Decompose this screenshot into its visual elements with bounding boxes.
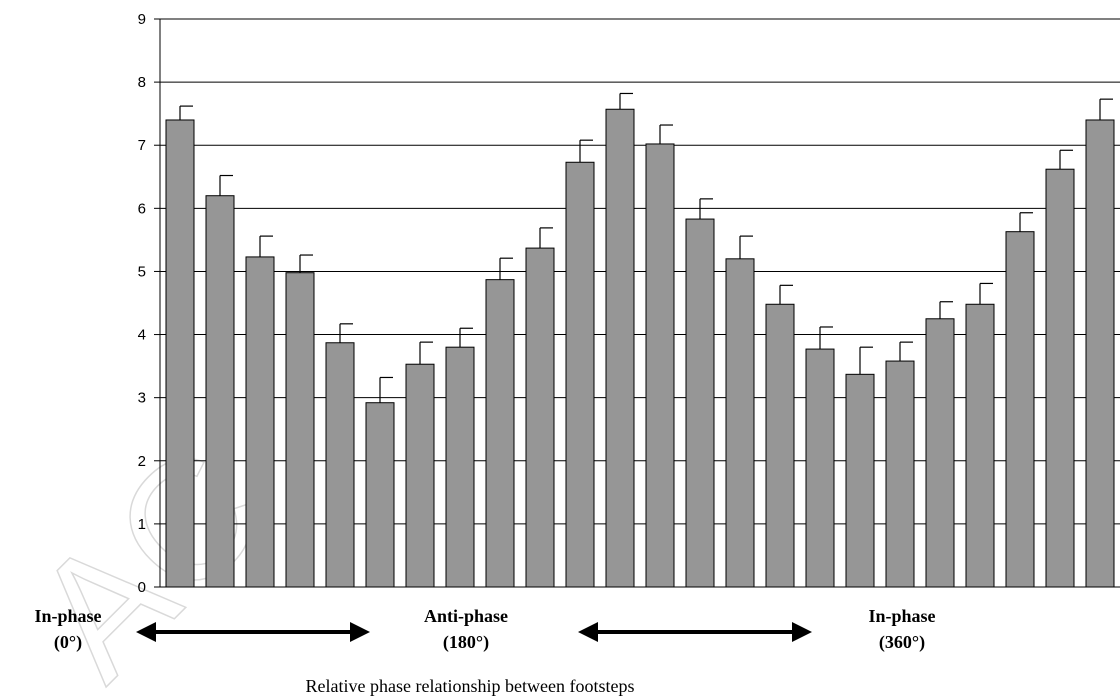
gridlines — [160, 18, 1120, 588]
arrow-left — [136, 622, 370, 642]
y-tick-label-3: 3 — [138, 390, 146, 407]
phase-label-end-line1: In-phase — [868, 606, 935, 626]
y-tick-label-5: 5 — [138, 263, 146, 280]
error-bars — [179, 92, 1113, 403]
y-tick-label-0: 0 — [138, 579, 146, 596]
y-tick-label-2: 2 — [138, 453, 146, 470]
y-tick-label-1: 1 — [138, 516, 146, 533]
bar-11 — [565, 161, 595, 588]
x-axis-label: Relative phase relationship between foot… — [306, 676, 635, 696]
bar-22 — [1005, 231, 1035, 588]
bars — [165, 108, 1115, 588]
bar-12 — [605, 108, 635, 588]
y-tick-label-8: 8 — [138, 74, 146, 91]
bar-19 — [885, 360, 915, 588]
bar-8 — [445, 346, 475, 588]
bar-4 — [285, 272, 315, 588]
bar-13 — [645, 143, 675, 588]
bar-5 — [325, 342, 355, 588]
bar-6 — [365, 402, 395, 588]
phase-label-end-line2: (360°) — [879, 632, 925, 653]
bar-23 — [1045, 168, 1075, 588]
phase-label-mid-line1: Anti-phase — [424, 606, 508, 626]
bar-24 — [1085, 119, 1115, 588]
phase-label-start-line1: In-phase — [34, 606, 101, 626]
bar-14 — [685, 218, 715, 588]
bar-7 — [405, 363, 435, 588]
bar-18 — [845, 373, 875, 588]
y-tick-label-6: 6 — [138, 200, 146, 217]
bar-10 — [525, 247, 555, 588]
arrow-right — [578, 622, 812, 642]
bar-21 — [965, 303, 995, 588]
bar-20 — [925, 318, 955, 588]
bar-2 — [205, 195, 235, 588]
bar-17 — [805, 348, 835, 588]
phase-label-start-line2: (0°) — [54, 632, 82, 653]
bar-16 — [765, 303, 795, 588]
y-tick-label-7: 7 — [138, 137, 146, 154]
phase-label-mid-line2: (180°) — [443, 632, 489, 653]
y-axis: 0 1 2 3 4 5 6 7 8 9 — [138, 11, 1120, 596]
bar-1 — [165, 119, 195, 588]
bar-15 — [725, 258, 755, 588]
bar-9 — [485, 279, 515, 588]
bar-3 — [245, 256, 275, 588]
y-tick-label-9: 9 — [138, 11, 146, 28]
y-tick-label-4: 4 — [138, 327, 146, 344]
